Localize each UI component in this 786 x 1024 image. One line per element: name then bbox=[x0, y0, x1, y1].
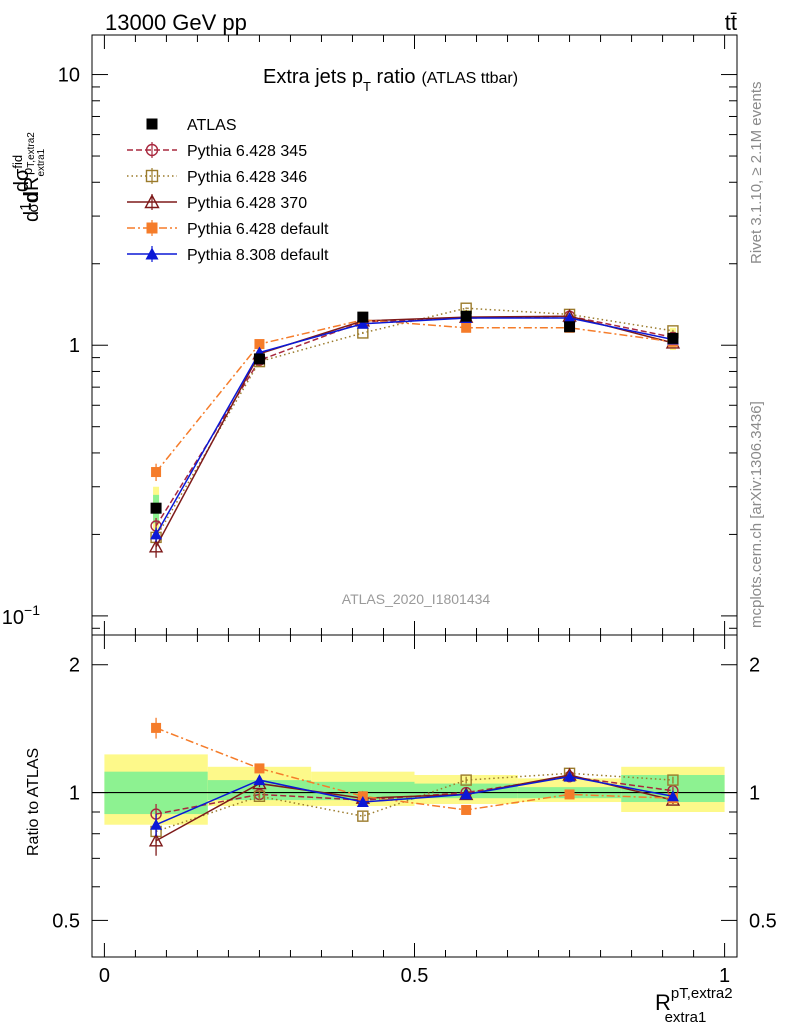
ratio-series-line bbox=[155, 775, 674, 826]
legend-marker bbox=[146, 222, 158, 234]
ratio-series-point bbox=[253, 790, 266, 802]
ratio-series-line bbox=[155, 774, 674, 842]
ratio-y-axis-label: Ratio to ATLAS bbox=[25, 748, 42, 856]
ratio-series-point bbox=[148, 833, 164, 847]
main-series-point bbox=[150, 528, 163, 540]
ratio-series-point bbox=[460, 774, 472, 786]
main-plot-panel: 10−1 1 10 Extra jets pT ratio (ATLAS ttbar)… bbox=[2, 34, 738, 636]
ratio-series-group bbox=[148, 717, 681, 856]
main-data-point bbox=[150, 502, 162, 514]
main-series-line bbox=[155, 307, 674, 538]
ratio-y-tick-labels: 0.5 0.5 1 1 2 2 bbox=[52, 655, 777, 933]
legend-label: Pythia 6.428 370 bbox=[187, 195, 307, 212]
x-axis-label: RpT,extra2 extra1 bbox=[655, 985, 733, 1024]
main-series-point bbox=[254, 339, 265, 350]
main-series-point bbox=[356, 317, 369, 329]
plot-title: Extra jets pT ratio (ATLAS ttbar) bbox=[263, 66, 518, 94]
legend-marker bbox=[144, 194, 160, 209]
main-data-point bbox=[357, 311, 369, 323]
main-series-line bbox=[155, 315, 674, 527]
ratio-series-line bbox=[155, 772, 673, 833]
header-process-label: tt̄ bbox=[725, 10, 737, 35]
ratio-series-point bbox=[357, 810, 369, 822]
ratio-series-point bbox=[461, 804, 472, 815]
header-energy-label: 13000 GeV pp bbox=[105, 10, 247, 35]
legend-label: ATLAS bbox=[187, 117, 237, 134]
main-series-point bbox=[148, 539, 164, 553]
main-series-point bbox=[563, 312, 576, 324]
rivet-version-label: Rivet 3.1.10, ≥ 2.1M events bbox=[748, 82, 765, 265]
ratio-x-tick-label: 0.5 bbox=[401, 965, 429, 987]
main-y-tick-label: 10 bbox=[58, 65, 80, 87]
main-y-tick-labels: 10−1 1 10 bbox=[2, 65, 80, 629]
ratio-y-tick-label-right: 1 bbox=[749, 783, 760, 805]
ratio-y-tick-label-right: 2 bbox=[749, 655, 760, 677]
ratio-y-tick-label-left: 2 bbox=[69, 655, 80, 677]
main-y-tick-label: 1 bbox=[69, 335, 80, 357]
main-series-line bbox=[155, 319, 674, 473]
ratio-x-tick-label: 1 bbox=[719, 965, 730, 987]
ratio-y-tick-label-left: 0.5 bbox=[52, 910, 80, 932]
ratio-series-point bbox=[150, 818, 163, 830]
main-y-axis-label: d1σddσfidpT,extra2dRextra1 bbox=[10, 132, 47, 222]
main-series-line bbox=[155, 317, 674, 535]
legend-marker bbox=[145, 247, 159, 260]
ratio-series-point bbox=[666, 790, 679, 802]
legend-marker bbox=[145, 143, 159, 157]
ratio-series-point bbox=[667, 774, 679, 786]
legend-label: Pythia 6.428 345 bbox=[187, 143, 307, 160]
analysis-id-label: ATLAS_2020_I1801434 bbox=[342, 591, 491, 607]
ratio-series-point bbox=[253, 774, 266, 786]
main-data-bands bbox=[153, 309, 676, 535]
main-series-point bbox=[461, 322, 472, 333]
main-data-point bbox=[667, 332, 679, 344]
main-data-point bbox=[253, 353, 265, 365]
ratio-y-tick-label-left: 1 bbox=[69, 783, 80, 805]
ratio-series-point bbox=[564, 789, 575, 800]
ratio-x-tick-label: 0 bbox=[99, 965, 110, 987]
ratio-series-point bbox=[460, 788, 473, 800]
main-series-point bbox=[151, 467, 162, 478]
mcplots-source-label: mcplots.cern.ch [arXiv:1306.3436] bbox=[748, 401, 765, 628]
main-series-group bbox=[148, 302, 681, 558]
ratio-x-tick-labels: 0 0.5 1 bbox=[99, 965, 730, 987]
ratio-series-point bbox=[151, 722, 162, 733]
legend-label: Pythia 6.428 346 bbox=[187, 169, 307, 186]
legend-marker bbox=[146, 118, 158, 130]
ratio-series-point bbox=[356, 796, 369, 808]
legend-label: Pythia 8.308 default bbox=[187, 247, 329, 264]
legend: ATLAS Pythia 6.428 345 Pythia 6.428 346 Pyt… bbox=[127, 117, 329, 264]
main-data-points bbox=[150, 310, 679, 514]
main-y-tick-label: 10−1 bbox=[2, 602, 40, 629]
ratio-series-point bbox=[563, 770, 576, 782]
main-data-point bbox=[564, 321, 576, 333]
legend-label: Pythia 6.428 default bbox=[187, 221, 329, 238]
ratio-series-point bbox=[254, 763, 265, 774]
main-data-point bbox=[460, 310, 472, 322]
ratio-series-line bbox=[155, 727, 673, 811]
ratio-y-tick-label-right: 0.5 bbox=[749, 910, 777, 932]
ratio-plot-panel: 0.5 0.51 12 2 0 0.5 1 Ratio to ATLAS RpT,extr… bbox=[25, 634, 777, 1024]
main-axis-ticks bbox=[92, 35, 737, 635]
main-series-line bbox=[155, 315, 674, 548]
legend-marker bbox=[145, 169, 159, 183]
